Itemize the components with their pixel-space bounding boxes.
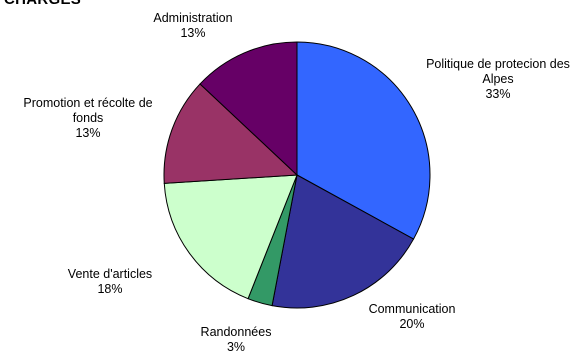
slice-category-label: Promotion et récolte de	[23, 96, 152, 110]
slice-value-label: 20%	[399, 317, 424, 331]
slice-category-label: Communication	[369, 302, 456, 316]
slice-category-label: Alpes	[482, 72, 513, 86]
slice-category-label: Administration	[153, 11, 232, 25]
slice-category-label: Randonnées	[201, 325, 272, 339]
slice-category-label: fonds	[73, 111, 104, 125]
slice-value-label: 18%	[97, 282, 122, 296]
slice-value-label: 33%	[485, 87, 510, 101]
slice-value-label: 3%	[227, 340, 245, 354]
slice-category-label: Vente d'articles	[68, 267, 152, 281]
pie-slices	[164, 42, 430, 308]
slice-value-label: 13%	[180, 26, 205, 40]
slice-category-label: Politique de protecion des	[426, 57, 570, 71]
slice-value-label: 13%	[75, 126, 100, 140]
